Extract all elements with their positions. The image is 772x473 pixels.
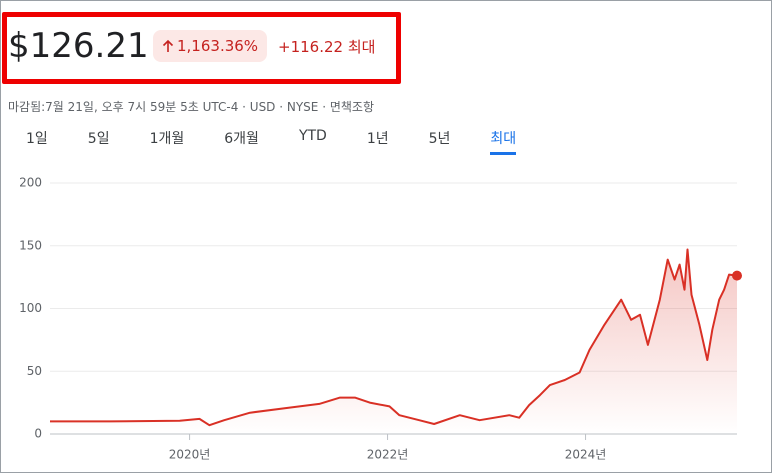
y-tick-label: 150 <box>19 238 42 252</box>
x-tick-label: 2020년 <box>169 448 211 462</box>
y-tick-label: 0 <box>34 427 42 441</box>
price: $126.21 <box>8 26 149 66</box>
line <box>50 248 738 427</box>
range-tab[interactable]: 5년 <box>428 131 451 147</box>
y-tick-label: 50 <box>27 364 42 378</box>
range-tab[interactable]: 최대 <box>490 128 517 155</box>
range-label: 최대 <box>347 38 376 56</box>
change-pill: 1,163.36% <box>153 30 268 62</box>
y-tick-label: 200 <box>19 176 42 190</box>
x-tick-label: 2022년 <box>367 448 409 462</box>
arrow-icon <box>162 39 174 52</box>
range-tab[interactable]: YTD <box>298 128 327 144</box>
highlight-box <box>2 12 401 84</box>
change-value: +116.22 최대 <box>278 36 375 57</box>
x-tick-label: 2024년 <box>565 448 607 462</box>
range-tabs: 1일 5일 1개월 6개월 YTD 1년 5년 최대 <box>26 128 556 155</box>
range-tab[interactable]: 6개월 <box>224 131 259 147</box>
change-percent: 1,163.36% <box>177 37 259 55</box>
y-tick-label: 100 <box>19 301 42 315</box>
change-amount: +116.22 <box>278 38 344 56</box>
range-tab[interactable]: 1년 <box>366 131 389 147</box>
end-dot <box>732 270 742 281</box>
range-tab[interactable]: 5일 <box>87 131 110 147</box>
area <box>50 249 737 434</box>
range-tab[interactable]: 1개월 <box>149 131 185 147</box>
range-tab[interactable]: 1일 <box>26 131 48 147</box>
status-line: 마감됨:7월 21일, 오후 7시 59분 5초 UTC-4 · USD · N… <box>8 100 374 114</box>
